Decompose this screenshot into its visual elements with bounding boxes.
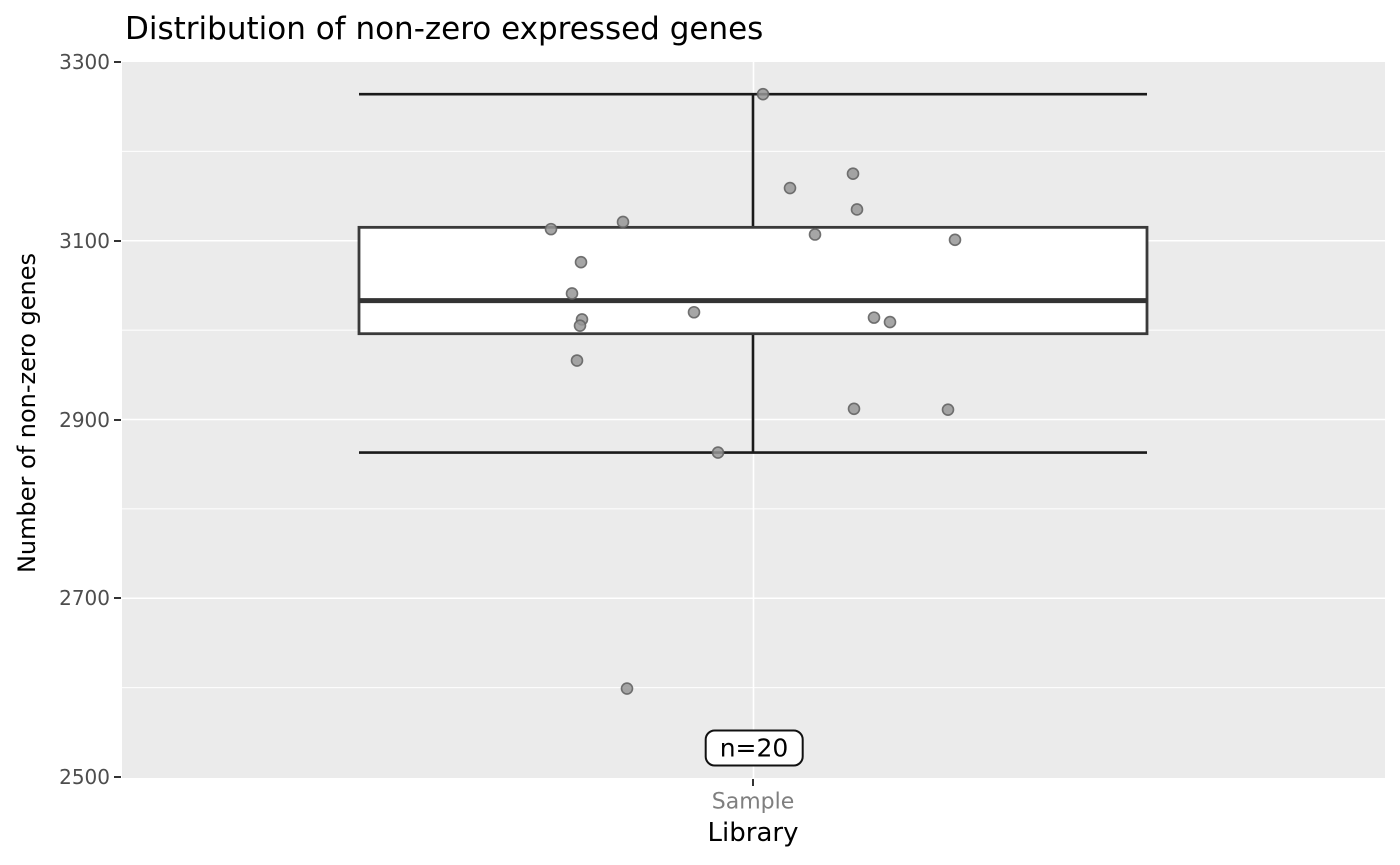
data-point xyxy=(846,167,860,181)
y-tick-mark xyxy=(114,776,121,778)
data-point xyxy=(783,181,797,195)
data-point xyxy=(565,287,579,300)
data-point xyxy=(620,682,634,695)
data-point xyxy=(687,305,701,319)
y-tick-mark xyxy=(114,239,121,242)
y-tick-mark xyxy=(114,418,121,421)
data-point xyxy=(883,315,897,329)
data-point xyxy=(941,403,955,416)
y-tick-mark xyxy=(114,61,121,63)
data-point xyxy=(948,233,962,247)
data-point xyxy=(573,319,587,332)
boxplot-canvas xyxy=(122,62,1385,778)
data-point xyxy=(574,255,588,269)
data-point xyxy=(544,222,558,236)
y-tick-label: 2900 xyxy=(59,407,110,432)
x-axis-title: Library xyxy=(707,818,799,848)
data-point xyxy=(808,228,822,241)
y-tick-label: 2500 xyxy=(59,765,110,789)
data-point xyxy=(570,354,584,367)
y-tick-label: 3100 xyxy=(59,228,110,253)
y-tick-label: 3300 xyxy=(59,50,110,74)
chart-title: Distribution of non-zero expressed genes xyxy=(125,11,764,47)
sample-count-annotation: n=20 xyxy=(704,729,804,767)
data-point xyxy=(711,446,725,459)
y-tick-label: 2700 xyxy=(59,586,110,611)
iqr-box xyxy=(357,225,1149,336)
plot-panel xyxy=(122,62,1385,778)
x-tick-label: Sample xyxy=(711,789,795,815)
data-point xyxy=(847,402,861,416)
data-point xyxy=(850,203,864,216)
y-tick-mark xyxy=(114,597,121,600)
data-point xyxy=(867,311,881,324)
data-point xyxy=(756,87,770,101)
data-point xyxy=(616,215,630,229)
x-tick-mark xyxy=(752,779,754,786)
